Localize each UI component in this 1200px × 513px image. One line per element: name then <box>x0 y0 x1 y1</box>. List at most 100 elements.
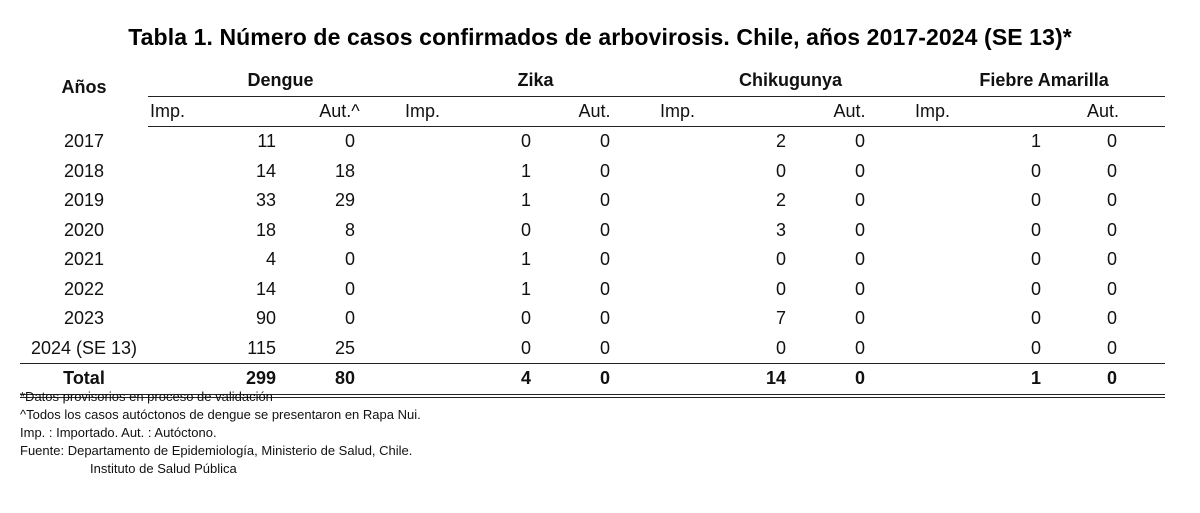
sub-header-aut: Aut. <box>531 96 659 127</box>
value-cell: 0 <box>600 278 611 299</box>
table-row: 2024 (SE 13) 115 25 0 0 0 0 0 0 <box>20 334 1165 364</box>
value-cell: 14 <box>255 278 276 299</box>
sub-header-imp: Imp. <box>913 96 1042 127</box>
value-cell: 1 <box>913 363 1042 398</box>
value-cell: 0 <box>600 190 611 210</box>
years-header: Años <box>61 77 107 97</box>
sub-header-imp: Imp. <box>148 96 276 127</box>
sub-header-aut: Aut. <box>1041 96 1166 127</box>
table-row: 2021 4 0 1 0 0 0 0 0 <box>20 245 1165 275</box>
value-cell: 0 <box>521 337 532 358</box>
year-cell: 2020 <box>63 219 105 240</box>
value-cell: 18 <box>255 219 276 240</box>
value-cell: 0 <box>855 131 866 151</box>
value-cell: 2 <box>776 190 787 210</box>
year-cell: 2018 <box>63 160 105 181</box>
value-cell: 0 <box>345 308 356 328</box>
table-row: 2023 90 0 0 0 7 0 0 0 <box>20 304 1165 334</box>
table-row: 2019 33 29 1 0 2 0 0 0 <box>20 186 1165 216</box>
value-cell: 0 <box>600 219 611 240</box>
value-cell: 4 <box>403 363 532 398</box>
group-header-zika: Zika <box>403 66 659 97</box>
value-cell: 29 <box>334 190 356 210</box>
footnote-abbreviations: Imp. : Importado. Aut. : Autóctono. <box>20 425 217 440</box>
value-cell: 0 <box>345 249 356 269</box>
value-cell: 0 <box>345 131 356 151</box>
group-header-chikugunya: Chikugunya <box>658 66 914 97</box>
value-cell: 8 <box>345 219 356 240</box>
sub-header-aut: Aut. <box>786 96 914 127</box>
value-cell: 0 <box>521 308 532 328</box>
group-header-row: Años Dengue Zika Chikugunya Fiebre Amari… <box>20 66 1166 97</box>
value-cell: 1 <box>521 190 532 210</box>
value-cell: 0 <box>776 160 787 181</box>
year-cell: 2024 (SE 13) <box>30 337 138 358</box>
value-cell: 0 <box>600 337 611 358</box>
value-cell: 0 <box>855 337 866 358</box>
table-row: 2020 18 8 0 0 3 0 0 0 <box>20 216 1165 246</box>
value-cell: 299 <box>148 363 276 398</box>
arbovirosis-table: Años Dengue Zika Chikugunya Fiebre Amari… <box>20 66 1166 398</box>
value-cell: 0 <box>1031 308 1042 328</box>
value-cell: 14 <box>255 160 276 181</box>
value-cell: 90 <box>255 308 276 328</box>
sub-header-aut: Aut.^ <box>276 96 404 127</box>
value-cell: 0 <box>1107 308 1118 328</box>
table-row: 2017 11 0 0 0 2 0 1 0 <box>20 127 1165 157</box>
table-body: 2017 11 0 0 0 2 0 1 0 2018 14 18 1 0 0 0 0 0 2019 33 29 1 0 2 0 0… <box>20 127 1166 398</box>
value-cell: 0 <box>521 219 532 240</box>
value-cell: 0 <box>1107 278 1118 299</box>
group-label: Zika <box>517 70 554 90</box>
value-cell: 0 <box>1107 190 1118 210</box>
value-cell: 0 <box>521 131 532 151</box>
value-cell: 0 <box>776 249 787 269</box>
group-header-fiebre-amarilla: Fiebre Amarilla <box>913 66 1166 97</box>
sub-header-imp: Imp. <box>403 96 532 127</box>
value-cell: 1 <box>1031 131 1042 151</box>
group-label: Fiebre Amarilla <box>979 70 1109 90</box>
value-cell: 0 <box>776 278 787 299</box>
table-title: Tabla 1. Número de casos confirmados de … <box>128 24 1072 50</box>
value-cell: 0 <box>1041 363 1166 398</box>
value-cell: 0 <box>1107 337 1118 358</box>
value-cell: 11 <box>257 131 276 151</box>
value-cell: 0 <box>345 278 356 299</box>
value-cell: 0 <box>600 249 611 269</box>
value-cell: 25 <box>334 337 356 358</box>
value-cell: 0 <box>855 219 866 240</box>
year-cell: 2022 <box>63 278 105 299</box>
value-cell: 0 <box>855 308 866 328</box>
value-cell: 33 <box>255 190 276 210</box>
value-cell: 0 <box>1107 249 1118 269</box>
value-cell: 7 <box>776 308 787 328</box>
table-row: 2022 14 0 1 0 0 0 0 0 <box>20 275 1165 305</box>
sub-header-row: Imp. Aut.^ Imp. Aut. Imp. Aut. Imp. Aut. <box>20 96 1166 127</box>
value-cell: 115 <box>247 337 276 358</box>
footnotes: *Datos provisorios en proceso de validac… <box>20 388 421 478</box>
group-label: Chikugunya <box>739 70 843 90</box>
value-cell: 1 <box>521 278 532 299</box>
value-cell: 0 <box>786 363 914 398</box>
value-cell: 0 <box>600 308 611 328</box>
value-cell: 0 <box>855 160 866 181</box>
value-cell: 0 <box>1031 219 1042 240</box>
value-cell: 1 <box>521 249 532 269</box>
year-cell: Total <box>20 363 148 398</box>
year-cell: 2019 <box>63 190 105 210</box>
value-cell: 0 <box>1031 190 1042 210</box>
group-header-dengue: Dengue <box>148 66 404 97</box>
value-cell: 0 <box>1107 219 1118 240</box>
value-cell: 0 <box>776 337 787 358</box>
value-cell: 0 <box>600 160 611 181</box>
value-cell: 14 <box>658 363 787 398</box>
value-cell: 0 <box>1031 278 1042 299</box>
value-cell: 3 <box>776 219 787 240</box>
sub-header-imp: Imp. <box>658 96 787 127</box>
footnote-rapa-nui: ^Todos los casos autóctonos de dengue se… <box>20 407 421 422</box>
footnote-source: Fuente: Departamento de Epidemiología, M… <box>20 443 413 458</box>
footnote-source-isp: Instituto de Salud Pública <box>90 461 237 476</box>
value-cell: 0 <box>600 131 611 151</box>
value-cell: 1 <box>521 160 532 181</box>
value-cell: 0 <box>1107 131 1118 151</box>
value-cell: 0 <box>1031 160 1042 181</box>
